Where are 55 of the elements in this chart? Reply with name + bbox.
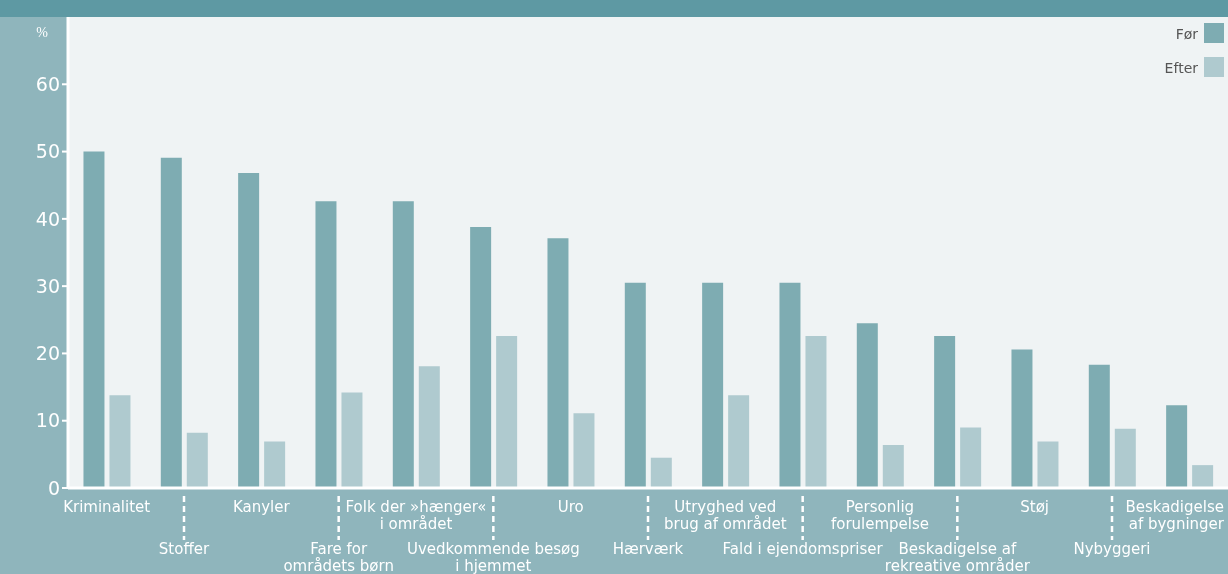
bar — [160, 157, 182, 488]
bar — [960, 427, 982, 488]
bar — [264, 441, 286, 488]
bar — [728, 395, 750, 488]
bar — [341, 392, 363, 488]
y-tick-label: 50 — [35, 140, 60, 163]
bar — [779, 282, 801, 488]
bar — [1011, 349, 1033, 488]
bar — [496, 335, 518, 488]
y-tick-label: 30 — [35, 274, 60, 297]
x-tick-label: Beskadigelse af bygninger — [1125, 498, 1225, 533]
bar — [83, 151, 105, 488]
bar — [1037, 441, 1059, 488]
x-tick-label: Folk der »hænger« i området — [345, 498, 487, 533]
bar — [470, 226, 492, 488]
x-tick-label: Utryghed ved brug af området — [664, 498, 787, 533]
bar — [315, 201, 337, 488]
x-tick-label: Fald i ejendomspriser — [722, 540, 884, 558]
y-tick-label: 20 — [35, 342, 60, 365]
x-tick-label: Uro — [557, 498, 584, 516]
bar — [1192, 465, 1214, 488]
legend-label: Efter — [1164, 60, 1199, 76]
bar — [934, 335, 956, 488]
bar — [1088, 364, 1110, 488]
x-tick-label: Hærværk — [612, 540, 684, 558]
bar — [624, 282, 646, 488]
bar — [418, 366, 440, 488]
bar — [186, 432, 208, 488]
bar — [1114, 428, 1136, 488]
x-tick-label: Uvedkommende besøg i hjemmet — [406, 540, 580, 574]
x-tick-label: Kriminalitet — [63, 498, 151, 516]
x-tick-label: Beskadigelse af rekreative områder — [884, 540, 1031, 574]
bar — [392, 201, 414, 488]
bar — [702, 282, 724, 488]
x-tick-label: Fare for områdets børn — [283, 540, 394, 574]
bar — [1166, 405, 1188, 488]
x-tick-label: Personlig forulempelse — [830, 498, 930, 533]
bar — [238, 173, 260, 488]
bar — [805, 335, 827, 488]
x-tick-label: Støj — [1020, 498, 1050, 516]
y-tick-label: 60 — [35, 73, 60, 96]
bar — [650, 457, 672, 488]
y-tick-label: 10 — [35, 409, 60, 432]
y-tick-label: 40 — [35, 207, 60, 230]
bar — [573, 413, 595, 488]
bar — [856, 323, 878, 488]
bar — [882, 444, 904, 488]
y-axis-title: % — [36, 24, 49, 40]
bar — [547, 238, 569, 488]
bar — [109, 395, 131, 488]
x-tick-label: Kanyler — [232, 498, 291, 516]
x-tick-label: Stoffer — [158, 540, 210, 558]
x-tick-label: Nybyggeri — [1073, 540, 1151, 558]
y-tick-label: 0 — [47, 476, 60, 499]
legend-label: Før — [1175, 26, 1199, 42]
